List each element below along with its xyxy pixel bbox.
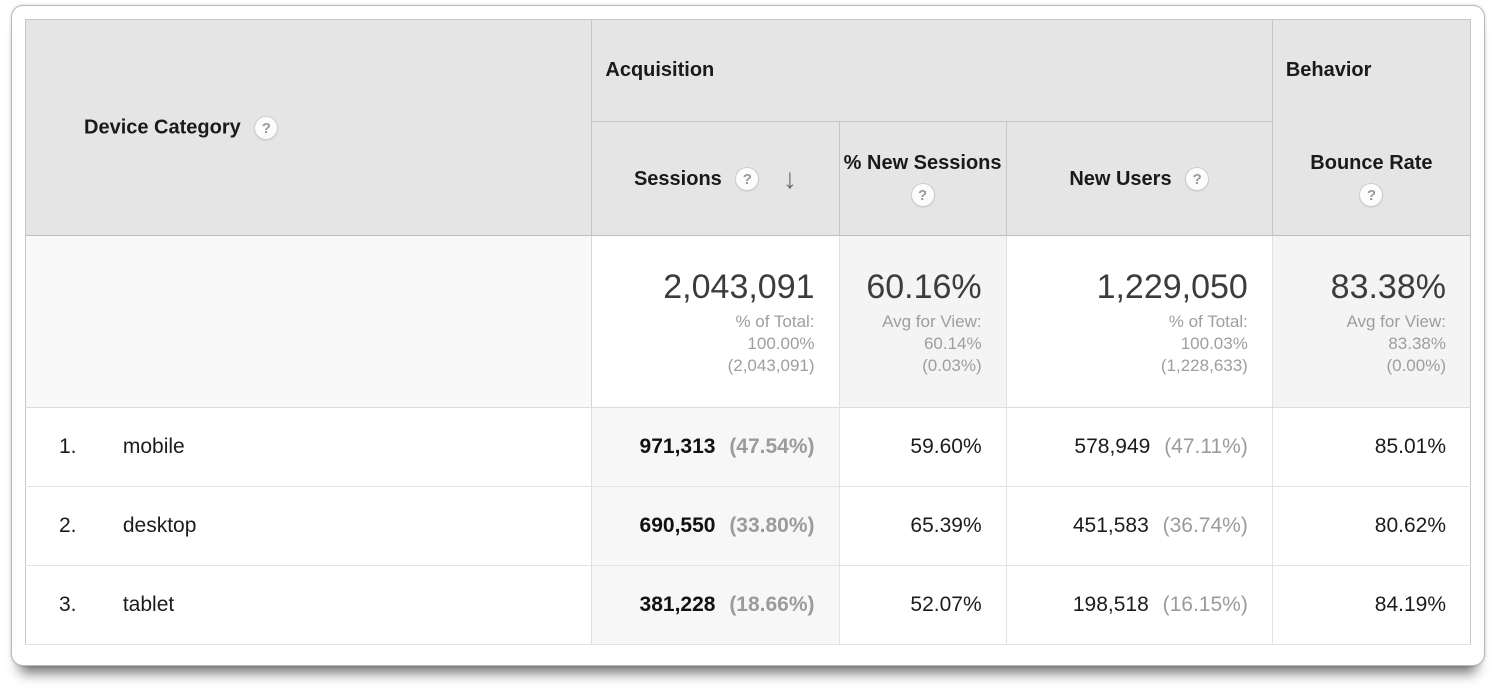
group-header-acquisition: Acquisition xyxy=(591,19,1273,122)
table-row: 2. desktop 690,550 (33.80%) 65.39% 451,5… xyxy=(25,486,1471,566)
new-sessions-cell: 52.07% xyxy=(839,565,1007,645)
sessions-total-note: (2,043,091) xyxy=(727,355,815,375)
new-sessions-avg-note: Avg for View: xyxy=(882,311,982,331)
sessions-value: 690,550 xyxy=(639,514,716,537)
table-row: 3. tablet 381,228 (18.66%) 52.07% 198,51… xyxy=(25,565,1471,645)
sessions-total: 2,043,091 xyxy=(663,267,815,306)
bounce-rate-avg-note: 83.38% xyxy=(1388,333,1446,353)
row-index: 1. xyxy=(59,435,77,458)
new-sessions-value: 59.60% xyxy=(910,435,982,458)
sessions-share: (18.66%) xyxy=(729,593,815,616)
bounce-rate-avg-note: (0.00%) xyxy=(1386,355,1446,375)
group-header-behavior: Behavior xyxy=(1272,19,1471,122)
bounce-rate-value: 80.62% xyxy=(1374,514,1446,537)
column-header-bounce-rate[interactable]: Bounce Rate ? xyxy=(1272,121,1471,236)
device-label: tablet xyxy=(122,593,175,616)
row-index: 2. xyxy=(59,514,77,537)
device-label: desktop xyxy=(122,514,197,537)
new-sessions-value: 52.07% xyxy=(910,593,982,616)
new-sessions-avg-note: 60.14% xyxy=(923,333,982,353)
column-header-new-sessions[interactable]: % New Sessions ? xyxy=(839,121,1007,236)
sort-descending-icon: ↓ xyxy=(782,162,797,194)
summary-new-sessions-cell: 60.16% Avg for View: 60.14% (0.03%) xyxy=(839,235,1007,408)
help-icon[interactable]: ? xyxy=(1185,167,1210,192)
device-cell: 2. desktop xyxy=(25,486,593,566)
sessions-cell: 690,550 (33.80%) xyxy=(591,486,840,566)
device-cell: 1. mobile xyxy=(25,407,593,487)
sessions-cell: 971,313 (47.54%) xyxy=(591,407,840,487)
new-users-total: 1,229,050 xyxy=(1096,267,1248,306)
device-label: mobile xyxy=(122,435,185,458)
help-icon[interactable]: ? xyxy=(254,115,279,140)
behavior-label: Behavior xyxy=(1285,59,1372,82)
column-header-sessions[interactable]: Sessions ? ↓ xyxy=(591,121,840,236)
summary-new-users-cell: 1,229,050 % of Total: 100.03% (1,228,633… xyxy=(1006,235,1273,408)
new-users-cell: 198,518 (16.15%) xyxy=(1006,565,1273,645)
bounce-rate-avg: 83.38% xyxy=(1330,267,1446,306)
summary-sessions-cell: 2,043,091 % of Total: 100.00% (2,043,091… xyxy=(591,235,840,408)
analytics-table-frame: Device Category ? Acquisition Behavior S… xyxy=(11,5,1485,666)
summary-row: 2,043,091 % of Total: 100.00% (2,043,091… xyxy=(25,235,1471,408)
new-users-share: (36.74%) xyxy=(1162,514,1248,537)
new-sessions-value: 65.39% xyxy=(910,514,982,537)
bounce-rate-value: 85.01% xyxy=(1374,435,1446,458)
bounce-rate-label: Bounce Rate xyxy=(1310,151,1433,174)
new-users-value: 198,518 xyxy=(1072,593,1149,616)
sessions-share: (33.80%) xyxy=(729,514,815,537)
sessions-cell: 381,228 (18.66%) xyxy=(591,565,840,645)
sessions-total-note: 100.00% xyxy=(747,333,815,353)
new-users-share: (47.11%) xyxy=(1164,435,1248,458)
sessions-total-note: % of Total: xyxy=(735,311,815,331)
device-category-label: Device Category xyxy=(84,115,241,138)
new-users-value: 578,949 xyxy=(1074,435,1151,458)
bounce-rate-avg-note: Avg for View: xyxy=(1346,311,1446,331)
device-cell: 3. tablet xyxy=(25,565,593,645)
new-users-value: 451,583 xyxy=(1072,514,1149,537)
table-row: 1. mobile 971,313 (47.54%) 59.60% 578,94… xyxy=(25,407,1471,487)
new-users-share: (16.15%) xyxy=(1162,593,1248,616)
sessions-value: 971,313 xyxy=(639,435,716,458)
sessions-value: 381,228 xyxy=(639,593,716,616)
device-category-table: Device Category ? Acquisition Behavior S… xyxy=(25,19,1471,645)
help-icon[interactable]: ? xyxy=(910,183,935,207)
new-sessions-cell: 65.39% xyxy=(839,486,1007,566)
column-header-device-category[interactable]: Device Category ? xyxy=(25,19,593,236)
help-icon[interactable]: ? xyxy=(1359,182,1384,207)
bounce-rate-cell: 85.01% xyxy=(1272,407,1471,487)
sessions-label: Sessions xyxy=(633,167,722,190)
new-users-total-note: (1,228,633) xyxy=(1160,355,1248,375)
new-users-total-note: 100.03% xyxy=(1180,333,1248,353)
new-sessions-avg: 60.16% xyxy=(866,267,982,306)
new-sessions-label: % New Sessions xyxy=(843,152,1002,174)
summary-device-cell xyxy=(25,235,593,408)
acquisition-label: Acquisition xyxy=(605,59,715,81)
column-header-new-users[interactable]: New Users ? xyxy=(1006,121,1273,236)
new-users-total-note: % of Total: xyxy=(1168,311,1248,331)
new-sessions-cell: 59.60% xyxy=(839,407,1007,487)
help-icon[interactable]: ? xyxy=(735,167,760,192)
summary-bounce-rate-cell: 83.38% Avg for View: 83.38% (0.00%) xyxy=(1272,235,1471,408)
bounce-rate-cell: 80.62% xyxy=(1272,486,1471,566)
new-users-label: New Users xyxy=(1069,167,1172,190)
row-index: 3. xyxy=(59,593,77,616)
new-sessions-avg-note: (0.03%) xyxy=(922,355,982,375)
bounce-rate-value: 84.19% xyxy=(1374,593,1446,616)
bounce-rate-cell: 84.19% xyxy=(1272,565,1471,645)
new-users-cell: 451,583 (36.74%) xyxy=(1006,486,1273,566)
new-users-cell: 578,949 (47.11%) xyxy=(1006,407,1273,487)
sessions-share: (47.54%) xyxy=(729,435,815,458)
